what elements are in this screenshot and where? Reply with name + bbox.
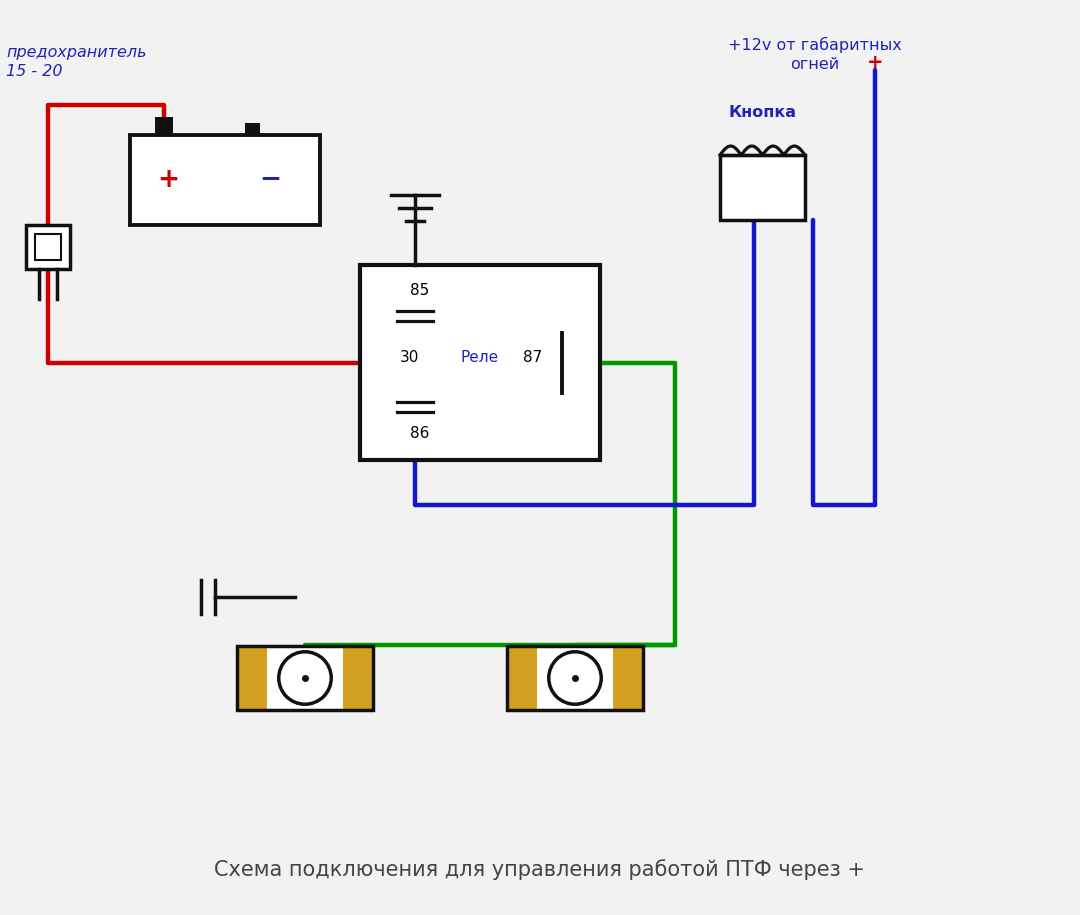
- Text: предохранитель
15 - 20: предохранитель 15 - 20: [6, 45, 147, 79]
- Bar: [507, 646, 643, 710]
- Text: +12v от габаритных
огней: +12v от габаритных огней: [728, 37, 902, 71]
- Bar: [130, 135, 320, 225]
- Bar: [267, 646, 343, 710]
- Text: 85: 85: [410, 283, 430, 298]
- Text: 86: 86: [410, 426, 430, 441]
- Bar: [360, 265, 600, 460]
- Bar: [720, 155, 805, 220]
- Text: Схема подключения для управления работой ПТФ через +: Схема подключения для управления работой…: [215, 859, 865, 880]
- Bar: [156, 117, 173, 135]
- Bar: [613, 646, 643, 710]
- Bar: [537, 646, 613, 710]
- Text: Кнопка: Кнопка: [729, 105, 797, 120]
- Text: Реле: Реле: [461, 350, 499, 365]
- Text: 30: 30: [400, 350, 419, 365]
- Bar: [35, 234, 60, 260]
- Text: +: +: [867, 53, 883, 72]
- Bar: [245, 123, 260, 135]
- Bar: [507, 646, 537, 710]
- Bar: [26, 225, 70, 269]
- Text: +: +: [157, 167, 179, 193]
- Bar: [343, 646, 373, 710]
- Text: −: −: [259, 167, 281, 193]
- Bar: [237, 646, 267, 710]
- Text: 87: 87: [523, 350, 542, 365]
- Bar: [237, 646, 373, 710]
